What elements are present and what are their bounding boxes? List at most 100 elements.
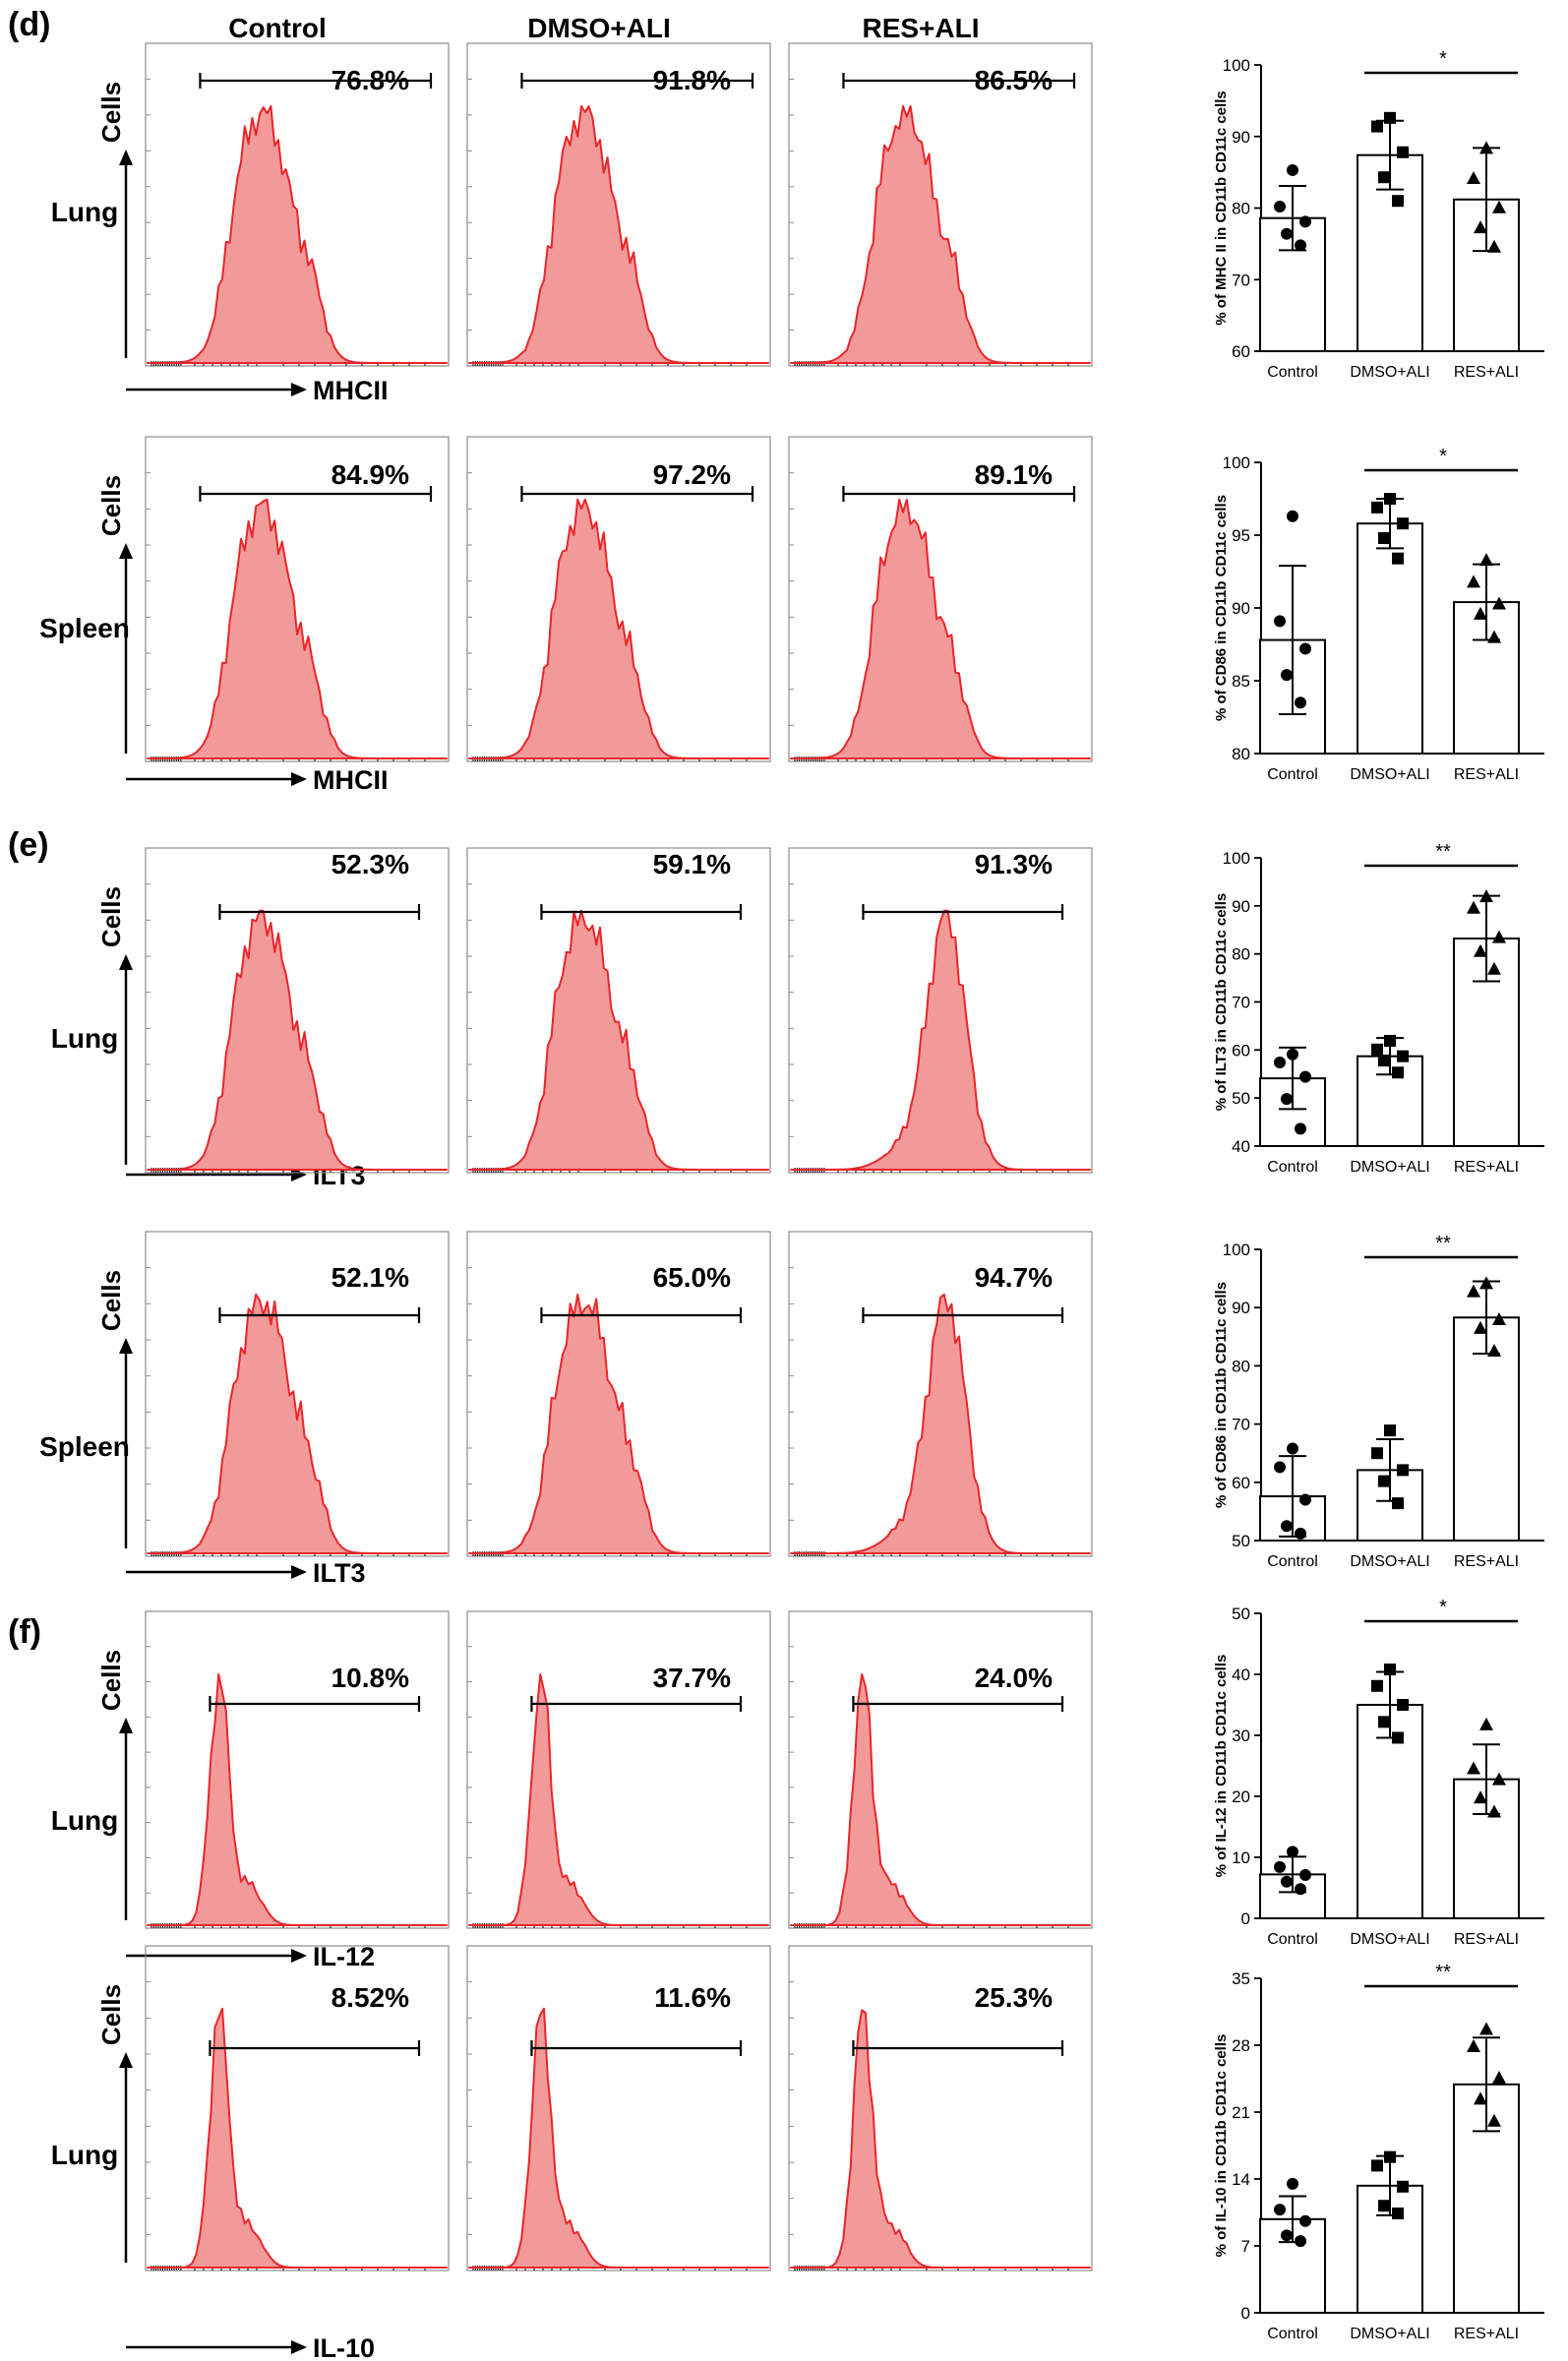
data-point bbox=[1371, 1043, 1383, 1056]
data-point bbox=[1384, 1664, 1396, 1676]
y-axis-label: Cells bbox=[96, 82, 126, 143]
data-point bbox=[1467, 1761, 1480, 1775]
data-point bbox=[1392, 1066, 1404, 1079]
data-point bbox=[1281, 1520, 1293, 1533]
histogram-frame bbox=[788, 1231, 1093, 1557]
data-point bbox=[1371, 501, 1383, 514]
y-tick-label: 90 bbox=[1232, 897, 1250, 916]
data-point bbox=[1492, 1312, 1506, 1326]
data-point bbox=[1474, 943, 1487, 957]
data-point bbox=[1397, 1699, 1409, 1711]
histogram-panel: 89.1% bbox=[788, 436, 1093, 762]
histogram-panel: 65.0% bbox=[466, 1231, 771, 1557]
y-axis-arrowhead bbox=[119, 150, 133, 165]
histogram-panel: 84.9% bbox=[145, 436, 450, 762]
histogram-curve bbox=[468, 1293, 769, 1554]
data-point bbox=[1274, 1057, 1286, 1069]
y-axis-title: % of CD86 in CD11b CD11c cells bbox=[1213, 1282, 1230, 1508]
x-axis-arrowhead bbox=[291, 772, 307, 786]
histogram-curve bbox=[147, 104, 448, 364]
data-point bbox=[1384, 111, 1396, 124]
data-point bbox=[1392, 2207, 1404, 2219]
histogram-curve bbox=[468, 104, 769, 364]
bar-chart-4: 50 60 70 80 90 100 % of CD86 in CD11b CD11c ce… bbox=[1213, 1233, 1544, 1570]
data-point bbox=[1492, 930, 1506, 943]
histogram-panel: 24.0% bbox=[788, 1610, 1093, 1929]
data-point bbox=[1467, 900, 1480, 914]
y-tick-label: 70 bbox=[1232, 271, 1250, 289]
data-point bbox=[1474, 1790, 1487, 1804]
gate-percentage: 37.7% bbox=[653, 1663, 731, 1693]
y-tick-label: 21 bbox=[1232, 2103, 1250, 2122]
tissue-label: Lung bbox=[51, 197, 118, 227]
data-point bbox=[1378, 1055, 1390, 1067]
gate-percentage: 10.8% bbox=[332, 1663, 409, 1693]
y-tick-label: 0 bbox=[1241, 2304, 1250, 2323]
y-axis-title: % of IL-10 in CD11b CD11c cells bbox=[1213, 2034, 1230, 2258]
data-point bbox=[1371, 1679, 1383, 1692]
data-point bbox=[1287, 163, 1298, 176]
bar-chart-1: 60 70 80 90 100 % of MHC II in CD11b CD11c ce… bbox=[1213, 48, 1544, 381]
histogram-frame bbox=[145, 1231, 450, 1557]
flow-row-5: Lung Cells IL-12 10.8% 37.7% 24.0% bbox=[51, 1610, 1093, 1971]
data-point bbox=[1479, 1276, 1493, 1290]
data-point bbox=[1392, 1497, 1404, 1510]
y-tick-label: 70 bbox=[1232, 1416, 1250, 1434]
y-tick-label: 80 bbox=[1232, 200, 1250, 218]
gate-percentage: 84.9% bbox=[332, 459, 409, 490]
x-axis-arrowhead bbox=[291, 383, 307, 396]
data-point bbox=[1371, 120, 1383, 133]
significance-marker: ** bbox=[1435, 841, 1451, 863]
marker-label: ILT3 bbox=[313, 1558, 366, 1588]
data-point bbox=[1274, 615, 1286, 628]
marker-label: MHCII bbox=[313, 376, 389, 405]
histogram-curve bbox=[790, 498, 1091, 759]
tissue-label: Lung bbox=[51, 1023, 118, 1054]
flow-row-2: Spleen Cells MHCII 84.9% 97.2% 89.1% bbox=[39, 436, 1093, 795]
data-point bbox=[1281, 2229, 1293, 2242]
data-point bbox=[1467, 575, 1480, 588]
data-point bbox=[1384, 493, 1396, 505]
histogram-frame bbox=[145, 42, 450, 367]
data-point bbox=[1474, 606, 1487, 620]
histogram-curve bbox=[147, 1673, 448, 1926]
gate-percentage: 91.8% bbox=[653, 65, 731, 95]
data-point bbox=[1295, 1122, 1306, 1135]
data-point bbox=[1392, 195, 1404, 208]
bar bbox=[1453, 1316, 1520, 1543]
flow-row-4: Spleen Cells ILT3 52.1% 65.0% 94.7% bbox=[39, 1231, 1093, 1588]
x-tick-label: DMSO+ALI bbox=[1350, 1159, 1429, 1176]
gate-percentage: 59.1% bbox=[653, 849, 731, 879]
histogram-panel: 11.6% bbox=[466, 1945, 771, 2271]
gate-percentage: 24.0% bbox=[975, 1663, 1053, 1693]
histogram-frame bbox=[788, 1945, 1093, 2271]
y-tick-label: 60 bbox=[1232, 1474, 1250, 1492]
data-point bbox=[1392, 552, 1404, 565]
y-axis-arrowhead bbox=[119, 954, 133, 970]
gate-percentage: 8.52% bbox=[332, 1982, 409, 2013]
y-axis-label: Cells bbox=[96, 475, 126, 536]
y-tick-label: 100 bbox=[1223, 454, 1250, 472]
data-point bbox=[1492, 200, 1506, 213]
data-point bbox=[1487, 2113, 1501, 2127]
data-point bbox=[1287, 1846, 1298, 1858]
data-point bbox=[1287, 510, 1298, 522]
x-tick-label: RES+ALI bbox=[1454, 364, 1519, 381]
gate-percentage: 91.3% bbox=[975, 849, 1053, 879]
data-point bbox=[1274, 1461, 1286, 1474]
histogram-curve bbox=[790, 104, 1091, 364]
histogram-panel: 37.7% bbox=[466, 1610, 771, 1929]
data-point bbox=[1479, 141, 1493, 154]
histogram-frame bbox=[466, 1231, 771, 1557]
x-tick-label: Control bbox=[1267, 1159, 1318, 1176]
data-point bbox=[1492, 1772, 1506, 1786]
y-tick-label: 60 bbox=[1232, 1041, 1250, 1059]
bar-chart-2: 80 85 90 95 100 % of CD86 in CD11b CD11c cell… bbox=[1213, 446, 1544, 783]
y-tick-label: 14 bbox=[1232, 2170, 1250, 2189]
histogram-panel: 10.8% bbox=[145, 1610, 450, 1929]
significance-marker: ** bbox=[1435, 1962, 1451, 1983]
y-tick-label: 7 bbox=[1241, 2237, 1250, 2256]
y-tick-label: 90 bbox=[1232, 599, 1250, 618]
